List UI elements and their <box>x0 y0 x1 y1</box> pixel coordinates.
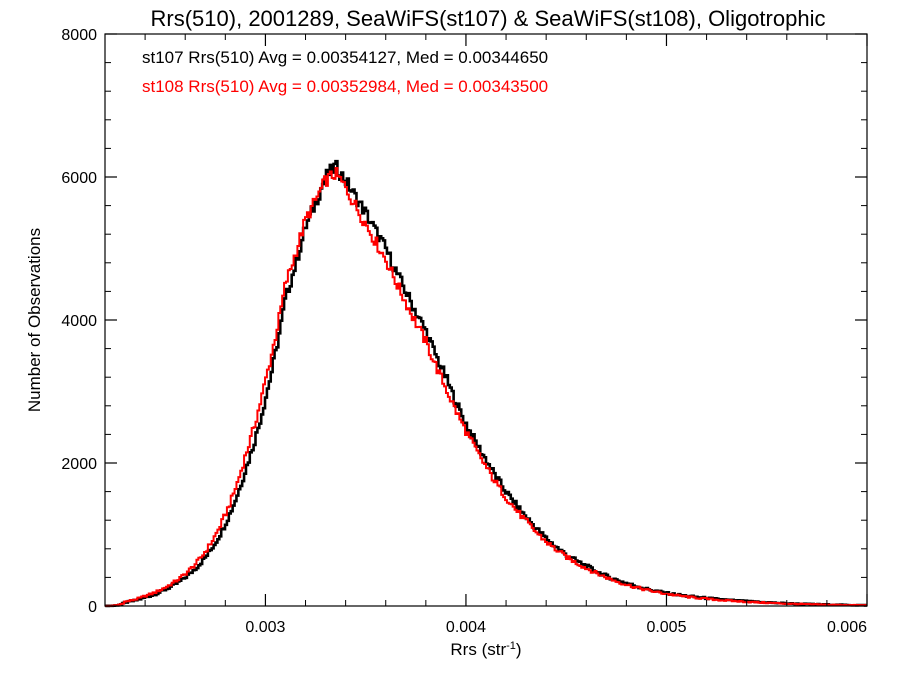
y-tick-label: 2000 <box>61 456 97 473</box>
y-axis-label: Number of Observations <box>25 228 44 412</box>
legend-st108: st108 Rrs(510) Avg = 0.00352984, Med = 0… <box>142 77 548 96</box>
y-tick-label: 0 <box>88 599 97 616</box>
x-tick-label: 0.005 <box>646 619 686 636</box>
x-axis-label-close: ) <box>516 640 522 659</box>
y-tick-label: 6000 <box>61 170 97 187</box>
x-axis-label-superscript: -1 <box>506 640 516 652</box>
legend-st107: st107 Rrs(510) Avg = 0.00354127, Med = 0… <box>142 48 548 67</box>
x-axis-label: Rrs (str-1) <box>450 640 521 659</box>
x-axis-label-main: Rrs (str <box>450 640 506 659</box>
y-tick-label: 8000 <box>61 27 97 44</box>
x-tick-label: 0.003 <box>245 619 285 636</box>
chart-title: Rrs(510), 2001289, SeaWiFS(st107) & SeaW… <box>151 6 826 31</box>
y-tick-label: 4000 <box>61 313 97 330</box>
plot-frame <box>104 33 868 607</box>
x-tick-label: 0.004 <box>446 619 486 636</box>
plot-area <box>105 159 867 608</box>
axis-ticks: 0 2000 4000 6000 8000 0.003 0.004 0.005 0.006 <box>61 27 868 636</box>
series-line-st108 <box>105 167 867 607</box>
x-tick-label: 0.006 <box>827 619 867 636</box>
